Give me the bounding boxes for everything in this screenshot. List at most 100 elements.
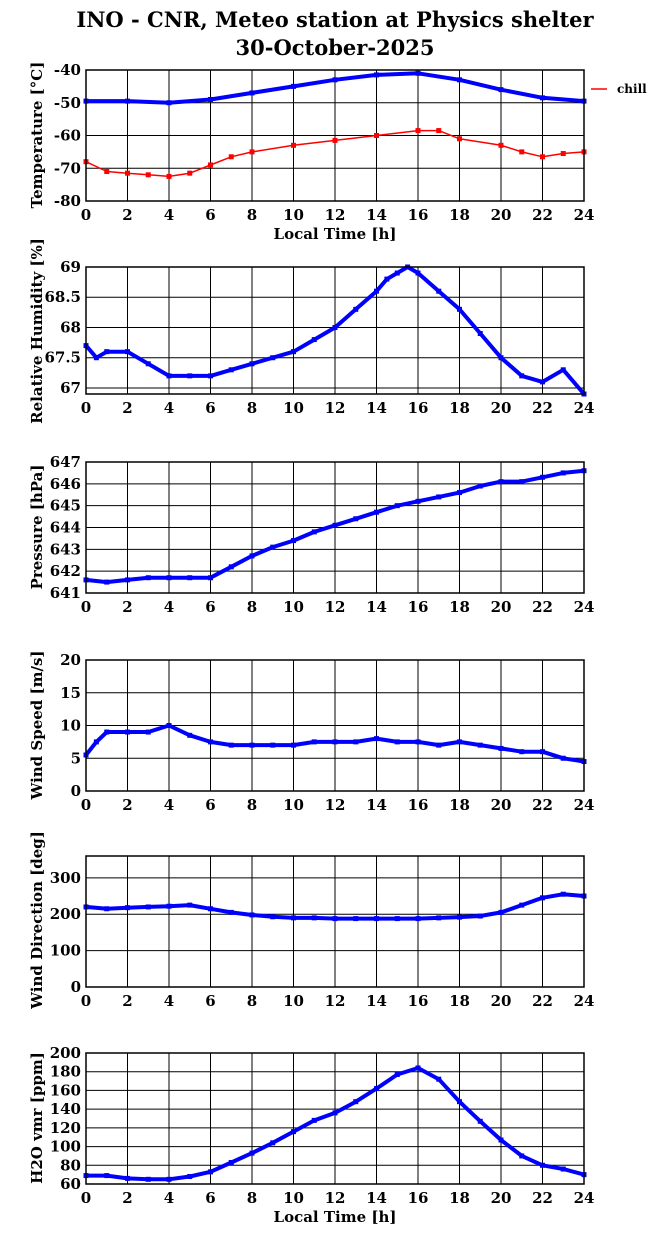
data-point xyxy=(394,1072,400,1078)
y-tick-label: 68.5 xyxy=(44,288,81,306)
x-tick-label: 12 xyxy=(325,1189,346,1207)
data-point xyxy=(125,98,130,104)
data-point xyxy=(291,915,296,921)
y-tick-label: -70 xyxy=(54,159,81,177)
x-tick-label: 2 xyxy=(122,1189,132,1207)
x-tick-label: 8 xyxy=(247,206,257,224)
data-point xyxy=(477,742,483,748)
legend-label: chill xyxy=(617,82,647,96)
y-tick-label: -50 xyxy=(54,94,81,112)
data-point xyxy=(415,1065,421,1071)
x-tick-label: 4 xyxy=(164,796,174,814)
data-point xyxy=(415,70,421,76)
data-point xyxy=(187,1174,193,1180)
x-tick-label: 6 xyxy=(205,206,215,224)
y-tick-label: 642 xyxy=(50,562,81,580)
data-point xyxy=(291,742,296,748)
data-point xyxy=(228,742,234,748)
x-tick-label: 24 xyxy=(574,1189,595,1207)
data-point xyxy=(228,564,234,570)
plot-frame xyxy=(85,855,585,988)
data-point xyxy=(166,723,172,728)
data-point xyxy=(228,1159,234,1165)
x-tick-label: 12 xyxy=(325,598,346,616)
y-tick-label: 67 xyxy=(60,379,81,397)
data-point xyxy=(477,483,483,489)
x-tick-label: 24 xyxy=(574,992,595,1010)
data-point xyxy=(353,1099,359,1105)
data-point xyxy=(208,739,213,745)
data-point xyxy=(145,575,151,581)
data-point xyxy=(249,553,255,559)
data-point xyxy=(145,729,151,735)
x-tick-label: 10 xyxy=(283,598,304,616)
x-tick-label: 20 xyxy=(491,399,512,417)
x-tick-label: 0 xyxy=(81,206,91,224)
x-tick-label: 16 xyxy=(408,796,429,814)
x-tick-label: 4 xyxy=(164,206,174,224)
data-point xyxy=(249,90,255,96)
series-line-1-0 xyxy=(84,265,586,396)
data-point xyxy=(457,739,462,745)
y-tick-label: -80 xyxy=(54,192,81,210)
x-tick-label: 20 xyxy=(491,992,512,1010)
x-tick-label: 24 xyxy=(574,598,595,616)
data-point xyxy=(540,895,545,901)
y-axis-label: Wind Direction [deg] xyxy=(28,831,46,1010)
x-tick-label: 16 xyxy=(408,206,429,224)
data-point xyxy=(208,906,213,912)
x-tick-label: 18 xyxy=(449,1189,470,1207)
x-tick-label: 10 xyxy=(283,1189,304,1207)
panel-0: 0 2 4 6 8 10 12 14 16 18 20 22 24-80-70-60-50-40Temp… xyxy=(28,61,647,243)
y-axis-label: Temperature [°C] xyxy=(28,62,46,209)
y-tick-label: 300 xyxy=(50,869,81,887)
data-point xyxy=(291,349,296,355)
data-point xyxy=(125,349,130,355)
figure-title-line2: 30-October-2025 xyxy=(236,35,435,60)
data-point xyxy=(560,1166,566,1172)
y-tick-label: 60 xyxy=(60,1175,81,1193)
data-point xyxy=(332,77,338,83)
y-tick-label: 69 xyxy=(60,258,81,276)
x-tick-label: 2 xyxy=(122,598,132,616)
data-point xyxy=(187,170,193,176)
x-tick-label: 4 xyxy=(164,1189,174,1207)
x-tick-label: 4 xyxy=(164,992,174,1010)
x-tick-label: 22 xyxy=(532,206,553,224)
data-point xyxy=(498,87,504,93)
x-tick-label: 24 xyxy=(574,399,595,417)
data-point xyxy=(311,337,317,343)
x-tick-label: 18 xyxy=(449,796,470,814)
x-tick-label: 18 xyxy=(449,399,470,417)
data-point xyxy=(394,916,400,922)
data-point xyxy=(540,749,545,755)
data-point xyxy=(270,1140,276,1146)
y-tick-label: -40 xyxy=(54,61,81,79)
data-point xyxy=(166,373,172,379)
x-tick-label: 20 xyxy=(491,598,512,616)
x-tick-label: 20 xyxy=(491,1189,512,1207)
x-tick-label: 14 xyxy=(366,598,387,616)
x-tick-label: 10 xyxy=(283,206,304,224)
data-point xyxy=(187,732,193,738)
data-point xyxy=(560,755,566,761)
x-tick-label: 18 xyxy=(449,206,470,224)
data-point xyxy=(540,95,545,101)
panel-1: 0 2 4 6 8 10 12 14 16 18 20 22 246767.56868.569Relat… xyxy=(28,238,594,424)
data-point xyxy=(332,1110,338,1116)
plot-frame xyxy=(85,69,585,202)
data-point xyxy=(457,1099,462,1105)
data-point xyxy=(93,355,99,361)
y-tick-label: 645 xyxy=(50,497,81,515)
data-point xyxy=(249,361,255,367)
data-point xyxy=(208,373,213,379)
x-tick-label: 18 xyxy=(449,992,470,1010)
data-point xyxy=(270,544,276,550)
data-point xyxy=(166,903,172,909)
data-point xyxy=(415,270,421,276)
data-point xyxy=(384,276,390,282)
data-point xyxy=(291,538,296,544)
x-tick-label: 20 xyxy=(491,206,512,224)
data-point xyxy=(145,361,151,367)
